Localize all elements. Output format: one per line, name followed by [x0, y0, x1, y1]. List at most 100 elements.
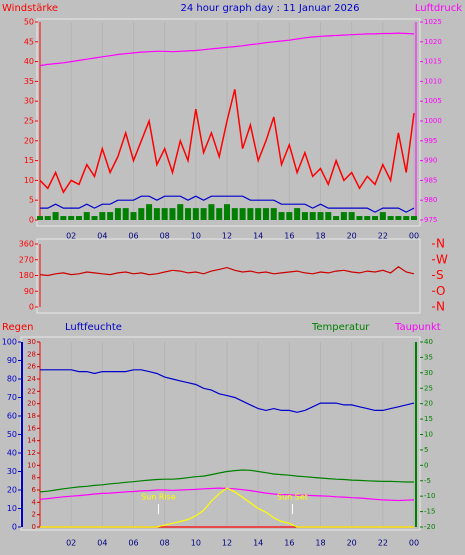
series-line	[40, 195, 415, 213]
x-tick-label: 02	[66, 232, 76, 241]
x-tick-label: 16	[284, 232, 294, 241]
y-tick-label: 10	[24, 176, 34, 185]
bar	[395, 216, 402, 220]
x-tick-label: 04	[97, 232, 107, 241]
y-tick-label: 40	[424, 338, 433, 346]
y-tick-label: 4	[32, 498, 37, 506]
y-tick-label: 24	[27, 375, 36, 383]
x-tick-label: 16	[284, 539, 294, 548]
y-tick-label: 15	[424, 415, 433, 423]
legend-label: Regen	[2, 322, 34, 333]
y-tick-label: -5	[424, 477, 431, 485]
y-tick-label: 20	[27, 400, 36, 408]
bar	[411, 216, 417, 220]
y-tick-label: 0	[12, 523, 17, 532]
bar	[278, 212, 285, 220]
bar	[317, 212, 324, 220]
y-tick-label: 15	[24, 156, 34, 165]
bar	[356, 216, 363, 220]
bar	[91, 216, 98, 220]
y-tick-label: 80	[7, 375, 17, 384]
legend-label: Temperatur	[311, 322, 370, 333]
bar	[231, 208, 238, 220]
series-line	[40, 369, 415, 413]
y-tick-label: 5	[424, 446, 428, 454]
y2-axis-label: Luftdruck	[415, 3, 462, 14]
y-tick-label: 980	[424, 196, 437, 204]
bar	[286, 212, 293, 220]
x-tick-label: 10	[191, 539, 201, 548]
y-tick-label: 28	[27, 350, 36, 358]
bar	[153, 208, 160, 220]
bar	[387, 216, 394, 220]
y-tick-label: 0	[29, 216, 34, 225]
bar	[340, 212, 347, 220]
y-tick-label: 5	[29, 196, 34, 205]
x-tick-label: 14	[253, 232, 263, 241]
bar	[83, 212, 90, 220]
y-tick-label: 45	[24, 37, 34, 46]
y-tick-label: 20	[424, 400, 433, 408]
y-tick-label: 26	[27, 363, 36, 371]
bar	[107, 212, 114, 220]
y-tick-label: 70	[7, 393, 17, 402]
y-tick-label: 2	[32, 511, 36, 519]
bar	[247, 208, 254, 220]
x-tick-label: 04	[97, 539, 107, 548]
y-tick-label: O	[436, 284, 445, 298]
y-tick-label: 22	[27, 387, 36, 395]
bar	[270, 208, 277, 220]
y-tick-label: 25	[24, 117, 34, 126]
y-tick-label: -20	[424, 523, 435, 531]
panel-frame	[36, 18, 421, 227]
y-tick-label: 985	[424, 176, 437, 184]
bar	[192, 208, 199, 220]
y-tick-label: 0	[424, 461, 428, 469]
y-tick-label: 90	[24, 287, 34, 296]
y-tick-label: 180	[19, 271, 34, 280]
y-tick-label: 1000	[424, 117, 442, 125]
x-tick-label: 18	[315, 232, 325, 241]
bar	[208, 204, 215, 220]
bar	[333, 216, 340, 220]
series-line	[39, 266, 415, 277]
x-tick-label: 12	[222, 539, 232, 548]
y-tick-label: 100	[2, 338, 17, 347]
y-tick-label: 16	[27, 424, 36, 432]
y-tick-label: 25	[424, 384, 433, 392]
x-tick-label: 02	[66, 539, 76, 548]
bar	[200, 208, 207, 220]
x-tick-label: 10	[191, 232, 201, 241]
y-tick-label: 30	[424, 369, 433, 377]
y-tick-label: 10	[424, 431, 433, 439]
y-tick-label: 30	[24, 97, 34, 106]
x-tick-label: 18	[315, 539, 325, 548]
y-tick-label: 270	[19, 255, 34, 264]
y-tick-label: -10	[424, 492, 435, 500]
y-tick-label: 1025	[424, 18, 442, 26]
bar	[75, 216, 82, 220]
bar	[99, 212, 106, 220]
bar	[372, 216, 379, 220]
x-tick-label: 12	[222, 232, 232, 241]
y-tick-label: 995	[424, 137, 437, 145]
x-tick-label: 20	[347, 232, 357, 241]
y-tick-label: 50	[7, 430, 17, 439]
y-tick-label: 35	[24, 77, 34, 86]
y-tick-label: 10	[27, 461, 36, 469]
bar	[309, 212, 316, 220]
y-tick-label: 30	[7, 467, 17, 476]
bar	[294, 208, 301, 220]
x-tick-label: 22	[378, 232, 388, 241]
series-line	[39, 32, 415, 67]
y-tick-label: 1005	[424, 97, 442, 105]
bar	[364, 216, 371, 220]
chart-title: 24 hour graph day : 11 Januar 2026	[180, 3, 359, 14]
bar	[216, 208, 223, 220]
bar	[130, 212, 137, 220]
y-tick-label: 0	[29, 303, 34, 312]
bar	[37, 216, 43, 220]
y-tick-label: 1020	[424, 38, 442, 46]
